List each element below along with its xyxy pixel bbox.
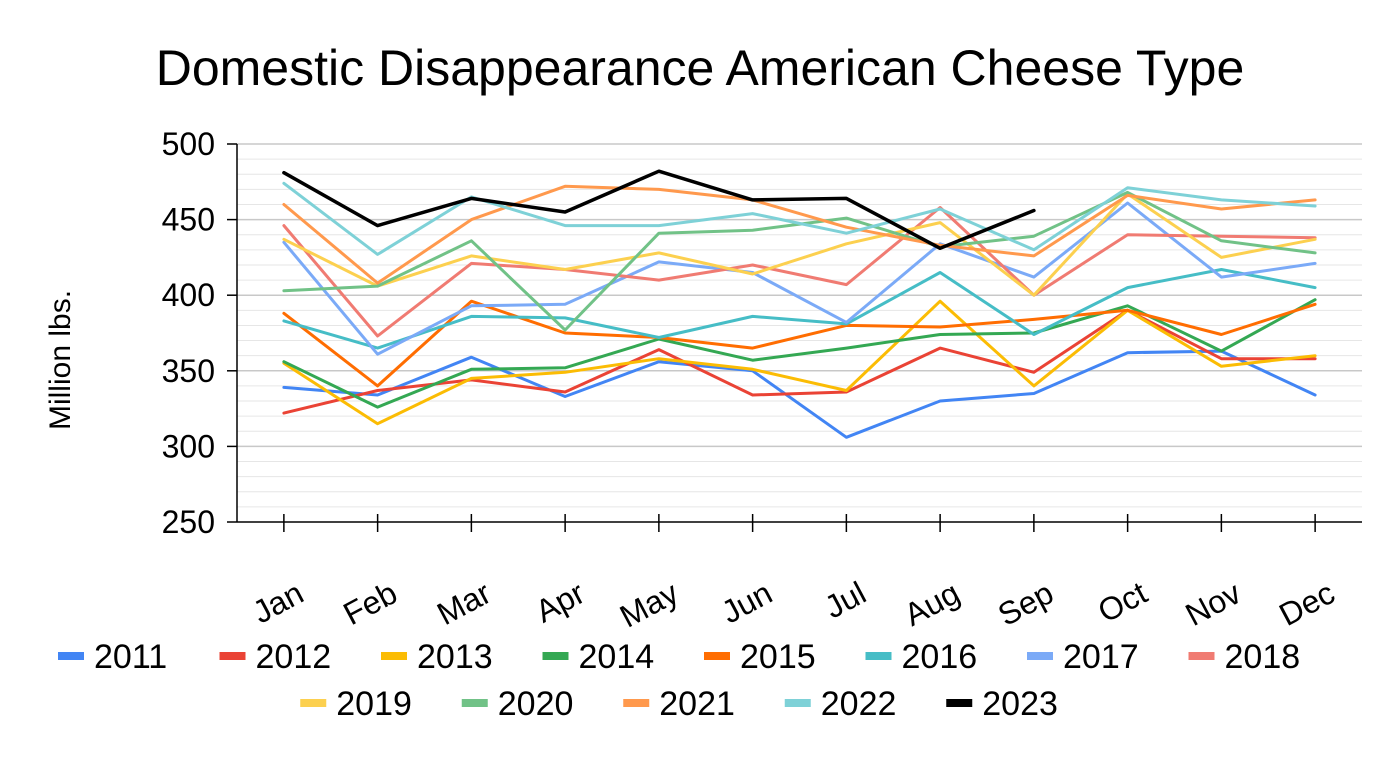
legend-swatch <box>946 699 973 707</box>
y-tick-label: 500 <box>162 126 215 162</box>
x-tick-label: Sep <box>992 574 1059 633</box>
series-line-2017 <box>282 201 1317 356</box>
legend-swatch <box>219 652 246 660</box>
series-line-2023 <box>282 169 1036 251</box>
y-tick-label: 400 <box>162 277 215 313</box>
legend-label: 2023 <box>982 685 1058 723</box>
series-line-2019 <box>282 192 1317 297</box>
series-line-2022 <box>282 181 1317 256</box>
legend-swatch <box>381 652 407 660</box>
legend-label: 2011 <box>94 638 167 676</box>
x-tick-label: Oct <box>1092 574 1153 629</box>
series-line-2018 <box>282 206 1317 338</box>
series-lines <box>282 169 1317 439</box>
legend-item-2012: 2012 <box>219 638 332 676</box>
gridlines <box>237 143 1362 508</box>
series-line-2016 <box>282 268 1317 350</box>
axes <box>227 143 1362 532</box>
x-tick-label: Feb <box>337 574 403 632</box>
y-tick-label: 450 <box>162 202 215 238</box>
legend-label: 2019 <box>336 685 412 723</box>
legend-item-2023: 2023 <box>946 685 1058 723</box>
legend-swatch <box>1027 652 1053 660</box>
legend-label: 2021 <box>659 685 735 723</box>
y-tick-label: 350 <box>162 353 215 389</box>
y-tick-label: 300 <box>162 428 215 464</box>
chart-title: Domestic Disappearance American Cheese T… <box>156 40 1245 96</box>
legend-item-2018: 2018 <box>1188 638 1301 676</box>
legend-label: 2012 <box>256 638 332 676</box>
legend-swatch <box>865 652 892 660</box>
y-tick-label: 250 <box>162 504 215 540</box>
legend-swatch <box>58 652 84 660</box>
legend-swatch <box>300 699 327 707</box>
legend-item-2014: 2014 <box>542 638 655 676</box>
series-line-2015 <box>282 299 1317 388</box>
series-line-2013 <box>282 299 1317 426</box>
x-tick-label: Aug <box>898 574 965 633</box>
legend-swatch <box>704 652 730 660</box>
x-tick-labels: Jan Feb Mar Apr May Jun Jul Aug Sep Oct Nov Dec <box>247 574 1341 634</box>
legend-item-2016: 2016 <box>865 638 978 676</box>
legend-item-2019: 2019 <box>300 685 412 723</box>
x-tick-label: May <box>614 574 684 634</box>
x-tick-label: Jan <box>247 574 309 630</box>
legend-swatch <box>623 699 650 707</box>
legend-item-2013: 2013 <box>381 638 493 676</box>
legend: 2011 2012 2013 2014 2015 2016 2017 2018 2019 2020… <box>58 638 1300 723</box>
legend-label: 2014 <box>579 638 655 676</box>
x-tick-label: Jul <box>819 574 872 625</box>
legend-swatch <box>461 699 488 707</box>
legend-item-2011: 2011 <box>58 638 167 676</box>
y-axis-label: Million lbs. <box>44 290 77 430</box>
legend-label: 2020 <box>498 685 574 723</box>
x-tick-label: Mar <box>431 574 497 632</box>
series-line-2021 <box>282 184 1317 285</box>
legend-swatch <box>1188 652 1215 660</box>
x-tick-label: Dec <box>1273 574 1340 633</box>
legend-label: 2016 <box>902 638 978 676</box>
x-tick-label: Apr <box>530 574 591 629</box>
y-tick-labels: 500 450 400 350 300 250 <box>162 126 215 540</box>
x-tick-label: Nov <box>1180 574 1247 633</box>
legend-item-2021: 2021 <box>623 685 735 723</box>
legend-swatch <box>542 652 569 660</box>
series-line-2011 <box>282 349 1317 439</box>
legend-label: 2015 <box>740 638 816 676</box>
x-tick-label: Jun <box>715 574 777 630</box>
legend-swatch <box>784 699 811 707</box>
legend-label: 2017 <box>1063 638 1139 676</box>
legend-item-2017: 2017 <box>1027 638 1139 676</box>
legend-label: 2022 <box>821 685 897 723</box>
legend-item-2015: 2015 <box>704 638 816 676</box>
legend-item-2022: 2022 <box>784 685 897 723</box>
legend-item-2020: 2020 <box>461 685 574 723</box>
legend-label: 2013 <box>417 638 493 676</box>
legend-label: 2018 <box>1225 638 1301 676</box>
